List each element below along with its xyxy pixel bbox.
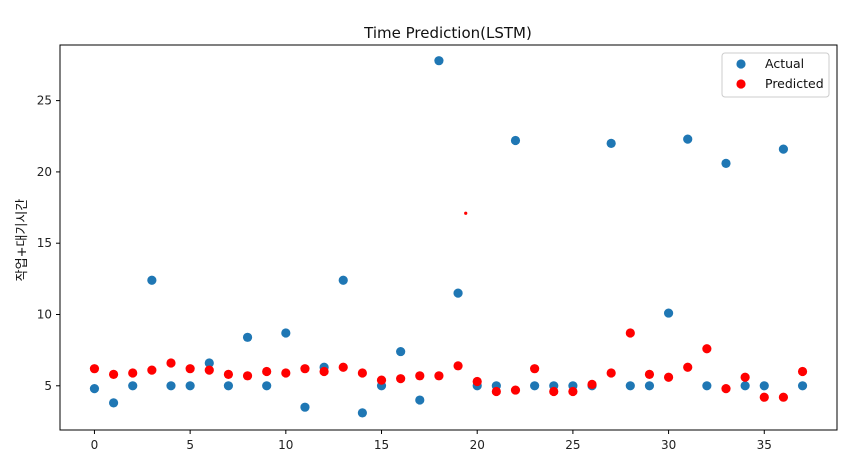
predicted-point — [491, 386, 501, 397]
legend-box — [721, 52, 830, 98]
predicted-point — [721, 384, 731, 394]
actual-point — [396, 346, 406, 357]
predicted-point — [606, 368, 616, 378]
predicted-point — [587, 379, 597, 389]
predicted-point — [472, 376, 482, 387]
predicted-point — [319, 366, 329, 377]
predicted-point — [242, 371, 253, 381]
legend-label-actual: Actual — [765, 56, 804, 71]
actual-point — [281, 328, 291, 338]
actual-point — [357, 408, 367, 418]
actual-point — [223, 381, 234, 391]
actual-point — [338, 275, 348, 285]
predicted-point — [89, 364, 100, 374]
actual-point — [453, 288, 463, 298]
legend-label-predicted: Predicted — [765, 76, 824, 91]
actual-point — [644, 381, 655, 391]
data-marks — [89, 56, 808, 418]
actual-point — [702, 381, 712, 391]
x-tick-label: 20 — [470, 438, 485, 452]
predicted-point — [204, 365, 214, 375]
predicted-point — [281, 368, 291, 378]
predicted-point — [740, 372, 750, 382]
chart-title: Time Prediction(LSTM) — [363, 24, 532, 42]
actual-point — [300, 402, 310, 412]
predicted-point — [549, 386, 559, 397]
actual-point — [166, 381, 176, 391]
actual-point — [778, 144, 789, 154]
actual-point — [530, 381, 540, 391]
actual-point — [683, 134, 693, 144]
y-tick-label: 10 — [37, 308, 52, 322]
x-tick-label: 25 — [565, 438, 580, 452]
y-axis: 5 10 15 20 25 — [37, 94, 60, 393]
actual-point — [128, 381, 138, 391]
actual-point — [185, 381, 195, 391]
y-tick-label: 25 — [37, 94, 52, 108]
predicted-point — [510, 385, 521, 395]
predicted-point — [644, 369, 655, 379]
actual-point — [721, 158, 731, 168]
predicted-point — [683, 362, 693, 372]
x-tick-label: 0 — [91, 438, 99, 452]
actual-point — [510, 135, 521, 146]
predicted-point — [702, 344, 712, 354]
predicted-point — [759, 392, 769, 402]
legend-marker-actual — [736, 59, 746, 69]
stray-dot-marker — [464, 211, 468, 215]
predicted-point — [663, 372, 674, 382]
actual-point — [606, 138, 616, 148]
y-axis-label-group: 작업+대기시간 — [15, 199, 30, 282]
actual-point — [663, 308, 674, 318]
y-axis-label: 작업+대기시간 — [15, 199, 30, 282]
actual-point — [89, 384, 100, 394]
predicted-point — [147, 365, 157, 375]
x-tick-label: 30 — [661, 438, 676, 452]
actual-point — [625, 381, 635, 391]
actual-point — [108, 398, 119, 408]
legend: Actual Predicted — [721, 52, 830, 98]
predicted-point — [376, 375, 387, 385]
predicted-point — [357, 368, 367, 378]
actual-point — [797, 381, 808, 391]
predicted-point — [530, 364, 540, 374]
predicted-point — [434, 371, 444, 381]
predicted-point — [396, 374, 406, 384]
actual-point — [759, 381, 769, 391]
predicted-point — [415, 371, 425, 381]
x-tick-label: 5 — [186, 438, 194, 452]
predicted-point — [625, 328, 635, 338]
predicted-point — [108, 369, 119, 379]
predicted-point — [223, 369, 234, 379]
predicted-point — [300, 364, 310, 374]
actual-point — [434, 56, 444, 66]
actual-point — [242, 332, 253, 342]
x-axis: 0 5 10 15 20 25 30 35 — [91, 430, 772, 452]
legend-marker-predicted — [736, 79, 746, 89]
y-tick-label: 20 — [37, 165, 52, 179]
predicted-point — [128, 368, 138, 378]
x-tick-label: 35 — [757, 438, 772, 452]
predicted-point — [797, 366, 808, 377]
plot-area-frame — [59, 44, 838, 431]
actual-point — [740, 381, 750, 391]
predicted-point — [166, 358, 176, 368]
actual-point — [415, 395, 425, 405]
x-tick-label: 15 — [374, 438, 389, 452]
predicted-point — [338, 362, 348, 372]
predicted-point — [453, 361, 463, 371]
predicted-point — [185, 364, 195, 374]
predicted-point — [262, 366, 272, 377]
x-tick-label: 10 — [278, 438, 293, 452]
actual-point — [262, 381, 272, 391]
actual-point — [204, 358, 214, 368]
actual-point — [147, 275, 157, 285]
y-tick-label: 15 — [37, 236, 52, 250]
y-tick-label: 5 — [44, 379, 52, 393]
predicted-point — [778, 392, 789, 402]
predicted-point — [568, 386, 578, 397]
